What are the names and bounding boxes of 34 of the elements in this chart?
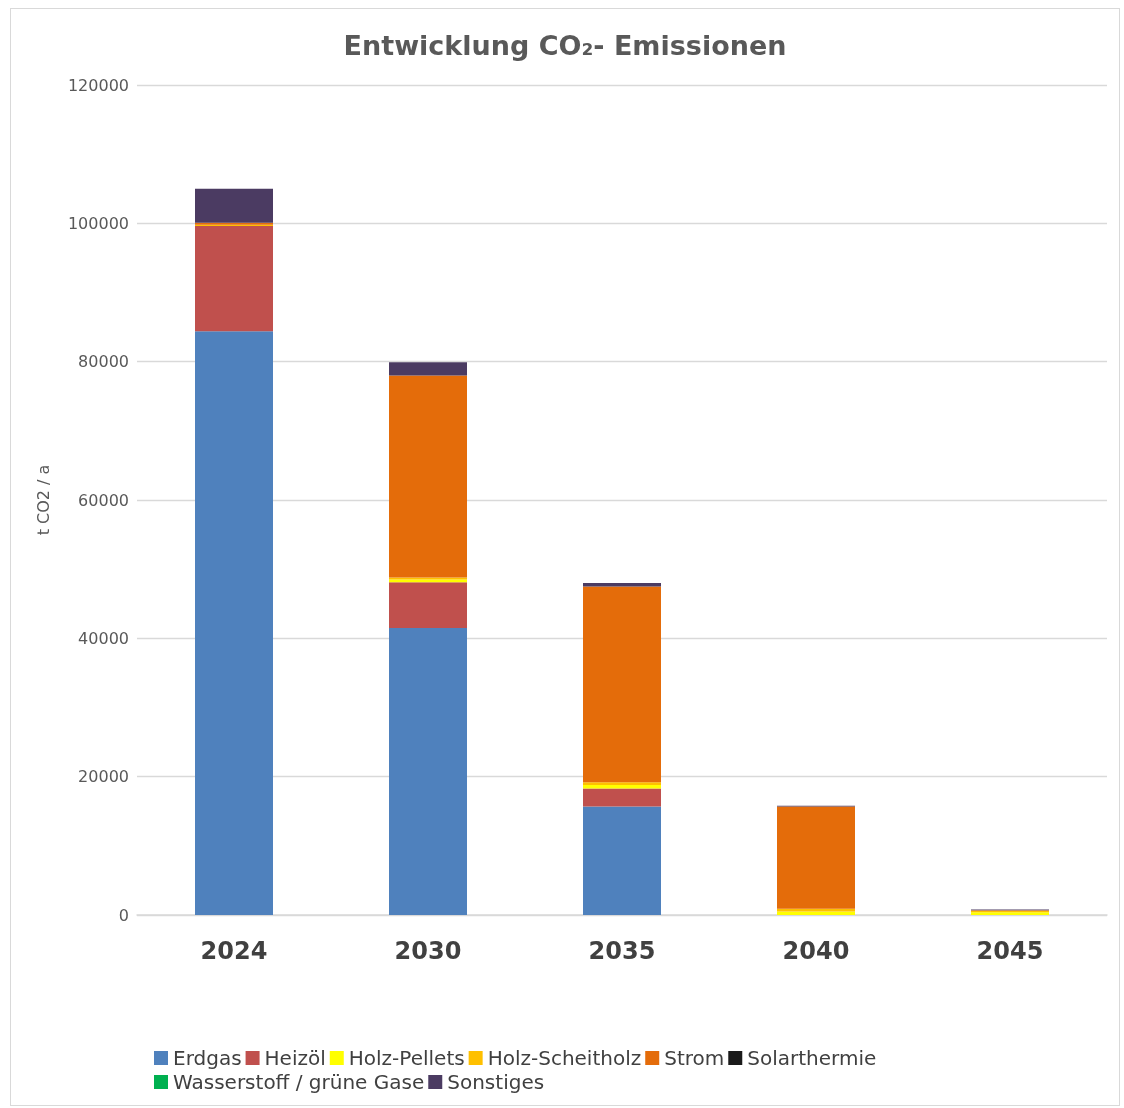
- bar: [583, 806, 661, 915]
- y-tick-label: 120000: [67, 75, 129, 95]
- bar: [389, 582, 467, 628]
- bar: [583, 788, 661, 807]
- bar: [583, 586, 661, 783]
- y-tick-label: 0: [118, 905, 129, 925]
- legend-label: Heizöl: [264, 1046, 326, 1070]
- y-axis-title: t CO2 / a: [33, 464, 53, 536]
- bar: [389, 375, 467, 578]
- y-tick-label: 60000: [78, 490, 129, 510]
- bar: [195, 226, 273, 332]
- chart-title: Entwicklung CO₂- Emissionen: [343, 30, 787, 61]
- legend-label: Erdgas: [173, 1046, 242, 1070]
- bar: [777, 806, 855, 909]
- legend-label: Wasserstoff / grüne Gase: [173, 1070, 425, 1094]
- y-tick-label: 40000: [78, 628, 129, 648]
- x-tick-label: 2040: [782, 937, 850, 965]
- legend-label: Sonstiges: [447, 1070, 545, 1094]
- y-tick-label: 100000: [67, 213, 129, 233]
- legend-label: Solarthermie: [747, 1046, 877, 1070]
- legend-label: Strom: [664, 1046, 725, 1070]
- bar: [195, 331, 273, 915]
- x-tick-label: 2045: [976, 937, 1044, 965]
- bar: [583, 782, 661, 785]
- x-tick-label: 2035: [588, 937, 656, 965]
- y-tick-label: 20000: [78, 767, 129, 787]
- legend-label: Holz-Pellets: [348, 1046, 465, 1070]
- bar: [389, 362, 467, 376]
- bar: [389, 627, 467, 915]
- bar: [195, 188, 273, 223]
- legend-label: Holz-Scheitholz: [487, 1046, 642, 1070]
- y-tick-label: 80000: [78, 352, 129, 372]
- x-tick-label: 2024: [200, 937, 268, 965]
- x-tick-label: 2030: [394, 937, 462, 965]
